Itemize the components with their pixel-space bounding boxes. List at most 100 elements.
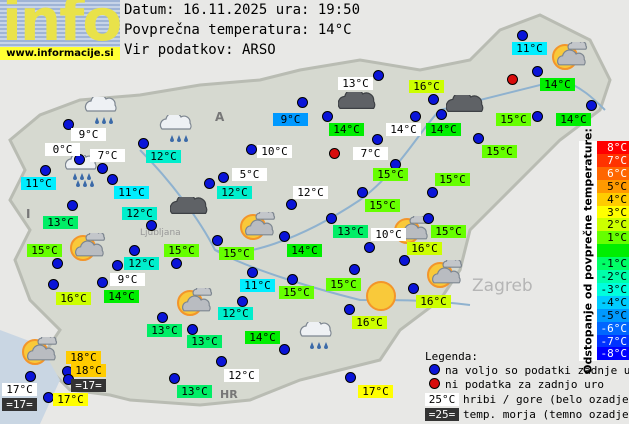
station-marker[interactable] [286,199,297,210]
station-marker[interactable] [63,119,74,130]
station-marker[interactable] [297,97,308,108]
station-marker[interactable] [212,235,223,246]
temperature-label: 13°C [147,324,182,337]
temperature-label: 15°C [496,113,531,126]
station-marker[interactable] [408,283,419,294]
station-marker[interactable] [279,231,290,242]
average-temperature: Povprečna temperatura: 14°C [124,22,352,38]
station-marker[interactable] [586,100,597,111]
station-marker[interactable] [237,296,248,307]
sea-temperature-label: =17= [71,379,106,392]
station-marker[interactable] [345,372,356,383]
temperature-label: 14°C [426,123,461,136]
scale-cell: -8°C [597,347,629,361]
temperature-label: 17°C [2,383,37,396]
logo[interactable]: info [0,0,120,47]
scale-cell: 4°C [597,192,629,206]
station-marker[interactable] [97,277,108,288]
temperature-label: 12°C [122,207,157,220]
map-label-italy: I [26,207,31,221]
temperature-label: 9°C [273,113,308,126]
dark-cloud-icon [169,193,218,235]
station-marker[interactable] [40,165,51,176]
station-marker[interactable] [97,163,108,174]
station-marker[interactable] [517,30,528,41]
station-marker[interactable] [357,187,368,198]
legend-no-data: ni podatka za zadnjo uro [425,378,604,391]
station-no-data-marker[interactable] [507,74,518,85]
station-marker[interactable] [138,138,149,149]
temperature-label: 11°C [512,42,547,55]
station-marker[interactable] [216,356,227,367]
temperature-label: 15°C [365,199,400,212]
scale-cell: 6°C [597,166,629,180]
station-marker[interactable] [436,109,447,120]
temperature-label: 16°C [409,80,444,93]
temperature-label: 18°C [71,364,106,377]
station-marker[interactable] [279,344,290,355]
station-marker[interactable] [107,174,118,185]
data-source: Vir podatkov: ARSO [124,42,276,58]
station-marker[interactable] [410,111,421,122]
station-marker[interactable] [399,255,410,266]
date-line: Datum: 16.11.2025 ura: 19:50 [124,2,361,18]
scale-cell: 8°C [597,141,629,154]
station-marker[interactable] [204,178,215,189]
station-marker[interactable] [146,220,157,231]
logo-url-link[interactable]: www.informacije.si [0,47,120,60]
temperature-label: 15°C [326,278,361,291]
station-marker[interactable] [187,324,198,335]
station-marker[interactable] [364,242,375,253]
station-marker[interactable] [129,245,140,256]
temperature-label: 14°C [386,123,421,136]
station-marker[interactable] [247,267,258,278]
station-marker[interactable] [52,258,63,269]
station-marker[interactable] [157,312,168,323]
temperature-label: 16°C [416,295,451,308]
temperature-label: 15°C [482,145,517,158]
station-marker[interactable] [246,144,257,155]
temperature-label: 17°C [53,393,88,406]
station-marker[interactable] [427,187,438,198]
temperature-label: 13°C [177,385,212,398]
station-marker[interactable] [372,134,383,145]
scale-cell: -3°C [597,282,629,296]
temperature-label: 12°C [224,369,259,382]
scale-cell: -2°C [597,270,629,283]
temperature-label: 7°C [353,147,388,160]
temperature-label: 14°C [104,290,139,303]
temperature-label: 12°C [146,150,181,163]
temperature-label: 18°C [66,351,101,364]
station-marker[interactable] [25,371,36,382]
station-marker[interactable] [48,279,59,290]
station-marker[interactable] [171,258,182,269]
temperature-label: 14°C [556,113,591,126]
station-marker[interactable] [287,274,298,285]
station-marker[interactable] [428,94,439,105]
station-marker[interactable] [373,70,384,81]
station-marker[interactable] [473,133,484,144]
station-marker[interactable] [67,200,78,211]
sun-cloud-icon [233,208,281,250]
scale-cell: 3°C [597,205,629,219]
station-marker[interactable] [326,213,337,224]
station-marker[interactable] [349,264,360,275]
scale-cell: -4°C [597,295,629,309]
temperature-label: 13°C [187,335,222,348]
legend-available-text: na voljo so podatki zadnje ure [445,364,629,377]
scale-cell: 1°C [597,231,629,245]
station-marker[interactable] [423,213,434,224]
station-marker[interactable] [532,66,543,77]
station-marker[interactable] [169,373,180,384]
temperature-label: 15°C [435,173,470,186]
scale-cell: 2°C [597,218,629,232]
sun-cloud-icon [170,284,218,326]
station-marker[interactable] [532,111,543,122]
station-no-data-marker[interactable] [329,148,340,159]
temperature-label: 15°C [219,247,254,260]
station-marker[interactable] [112,260,123,271]
station-marker[interactable] [344,304,355,315]
station-marker[interactable] [322,111,333,122]
station-marker[interactable] [218,172,229,183]
temperature-label: 13°C [338,77,373,90]
